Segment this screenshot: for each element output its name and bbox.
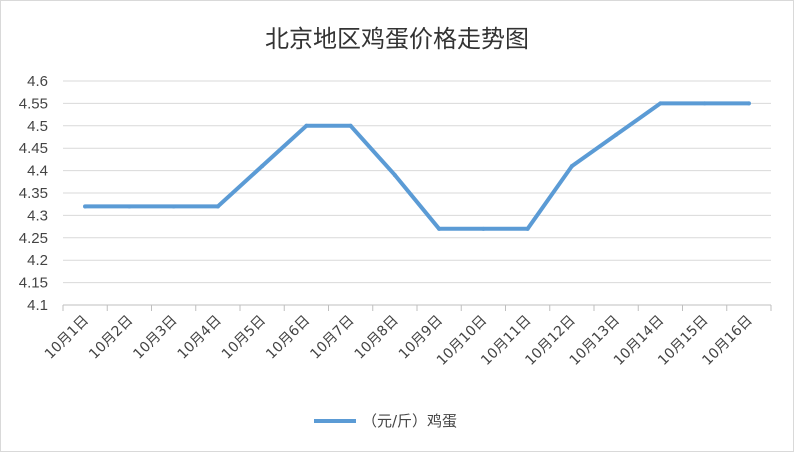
data-point	[746, 101, 751, 106]
data-point	[215, 204, 220, 209]
x-tick-label: 10月4日	[175, 313, 225, 363]
x-tick-label: 10月3日	[130, 313, 180, 363]
legend: （元/斤）鸡蛋	[314, 412, 457, 430]
data-point	[304, 123, 309, 128]
data-point	[481, 226, 486, 231]
x-tick-label: 10月1日	[42, 313, 92, 363]
data-point	[614, 132, 619, 137]
series-layer	[83, 101, 751, 231]
x-tick-label: 10月5日	[219, 313, 269, 363]
data-point	[437, 226, 442, 231]
y-tick-label: 4.2	[27, 252, 48, 269]
x-tick-label: 10月2日	[86, 313, 136, 363]
y-tick-label: 4.3	[27, 207, 48, 224]
data-point	[171, 204, 176, 209]
x-axis: 10月1日10月2日10月3日10月4日10月5日10月6日10月7日10月8日…	[42, 304, 772, 369]
y-tick-label: 4.4	[27, 163, 48, 180]
data-point	[392, 173, 397, 178]
gridlines	[63, 80, 771, 284]
data-point	[127, 204, 132, 209]
y-tick-label: 4.6	[27, 73, 48, 90]
y-axis: 4.1 4.15 4.2 4.25 4.3 4.35 4.4 4.45 4.5 4.55 4.6	[19, 73, 48, 314]
x-tick-label: 10月8日	[352, 313, 402, 363]
data-point	[569, 164, 574, 169]
legend-label: （元/斤）鸡蛋	[362, 412, 457, 430]
data-point	[658, 101, 663, 106]
x-tick-label: 10月6日	[263, 313, 313, 363]
data-point	[525, 226, 530, 231]
x-tick-label: 10月7日	[307, 313, 357, 363]
y-tick-label: 4.5	[27, 118, 48, 135]
chart-title: 北京地区鸡蛋价格走势图	[265, 25, 529, 53]
y-tick-label: 4.55	[19, 95, 48, 112]
data-point	[702, 101, 707, 106]
data-point	[348, 123, 353, 128]
y-tick-label: 4.15	[19, 275, 48, 292]
y-tick-label: 4.45	[19, 140, 48, 157]
data-point	[260, 164, 265, 169]
y-tick-label: 4.35	[19, 185, 48, 202]
series-line	[83, 101, 751, 231]
data-point	[83, 204, 88, 209]
y-tick-label: 4.25	[19, 230, 48, 247]
y-tick-label: 4.1	[27, 297, 48, 314]
